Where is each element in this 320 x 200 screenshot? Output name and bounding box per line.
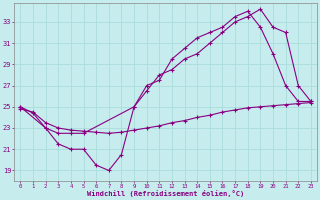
X-axis label: Windchill (Refroidissement éolien,°C): Windchill (Refroidissement éolien,°C): [87, 190, 244, 197]
